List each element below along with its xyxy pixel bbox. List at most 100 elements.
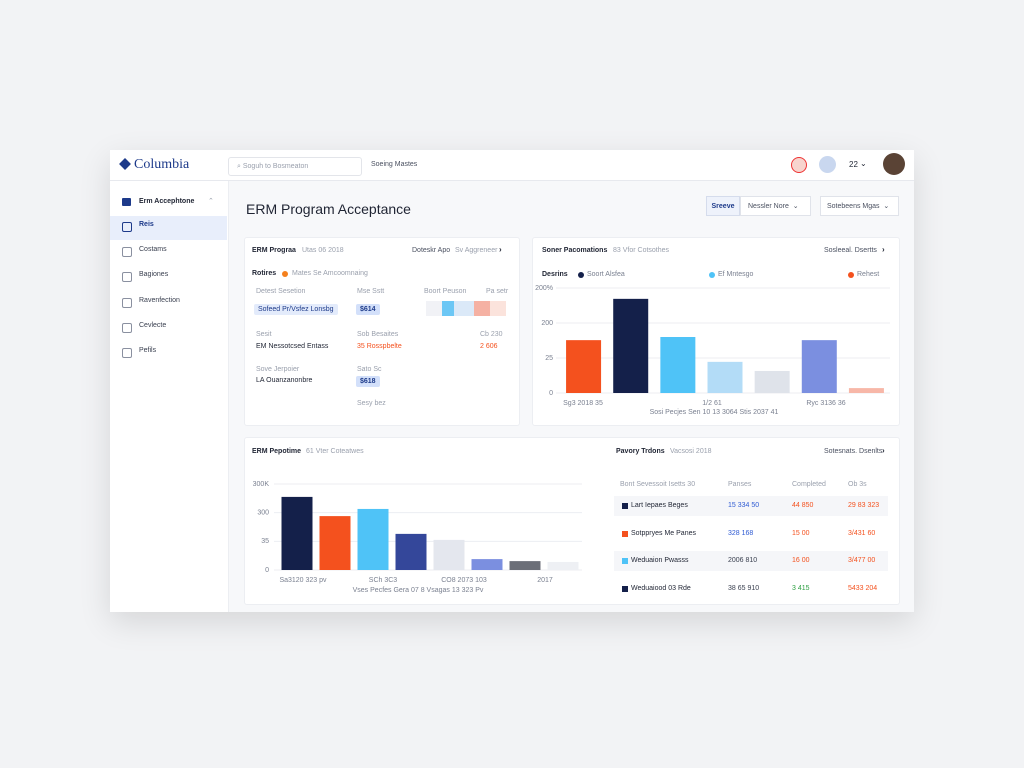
- bar: [433, 539, 465, 570]
- avatar[interactable]: [883, 153, 905, 175]
- cell: 2006 810: [728, 557, 758, 564]
- legend-title: Desrins: [542, 271, 568, 278]
- cell: 44 850: [792, 502, 814, 509]
- row-value: $618: [356, 376, 380, 387]
- nav-icon: [122, 222, 132, 232]
- legend-entry: Rehest: [857, 271, 880, 278]
- y-tick-label: 35: [261, 538, 269, 545]
- bar: [547, 561, 579, 570]
- cell: 3/431 60: [848, 529, 876, 537]
- card-link[interactable]: Sosleeal. Dsertts: [824, 247, 877, 254]
- alert-icon[interactable]: [791, 157, 807, 173]
- nav-item[interactable]: Bagiones: [139, 271, 169, 279]
- legend-dot: [709, 272, 715, 278]
- bar: [509, 561, 541, 570]
- column-header: Completed: [792, 481, 826, 488]
- card-link[interactable]: Sv Aggreneer: [455, 247, 498, 254]
- bar: [613, 298, 649, 393]
- row-caption: Sato Sc: [357, 366, 382, 373]
- sidebar-section[interactable]: Erm Accephtone: [139, 198, 195, 205]
- y-tick-label: 25: [545, 355, 553, 362]
- bar: [471, 559, 503, 570]
- nav-item[interactable]: Reis: [139, 221, 154, 228]
- column-header: Panses: [728, 481, 752, 488]
- select-text: Nessler Nore: [748, 203, 789, 210]
- row-swatch: [622, 530, 628, 537]
- page-title: ERM Program Acceptance: [246, 201, 411, 217]
- logo[interactable]: Columbia: [134, 157, 190, 172]
- search[interactable]: ⌕ Soguh to Bosmeaton: [228, 157, 362, 176]
- card: [244, 237, 520, 426]
- cell: 3 415: [792, 584, 810, 592]
- row-label[interactable]: LA Ouanzanonbre: [256, 377, 313, 384]
- bar: [281, 496, 313, 570]
- column-header: Mse Sstt: [357, 288, 385, 295]
- x-label: 2017: [537, 577, 553, 584]
- legend-text: Mates Se Amcoomnaing: [292, 270, 368, 277]
- bar: [395, 533, 427, 570]
- select[interactable]: Nessler Nore ⌄: [740, 196, 811, 216]
- card-title: Pavory Trdons: [616, 448, 665, 455]
- column-header: Boort Peuson: [424, 288, 467, 295]
- nav-item[interactable]: Ravenfection: [139, 296, 180, 304]
- row-value: 35 Rosspbelte: [357, 343, 402, 350]
- cell: Sotppryes Me Panes: [631, 529, 696, 537]
- nav-icon: [122, 348, 132, 358]
- row-caption: Sob Besaites: [357, 331, 399, 338]
- x-label: Sa3120 323 pv: [279, 577, 327, 584]
- card-subtitle: 83 Vfor Cotsothes: [613, 247, 670, 254]
- collapse-icon[interactable]: ⌃: [208, 198, 214, 205]
- row-label[interactable]: Sofeed Pr/Vsfez Lonsbg: [254, 304, 338, 315]
- card-subtitle: Vacsosi 2018: [670, 448, 712, 455]
- card-title: ERM Prograa: [252, 247, 296, 254]
- nav-item[interactable]: Cevlecte: [139, 321, 167, 329]
- chevron[interactable]: ›: [882, 245, 885, 254]
- bar: [357, 508, 389, 570]
- row-swatch: [622, 585, 628, 592]
- tab[interactable]: Sreeve: [706, 196, 740, 216]
- nav-item[interactable]: Costams: [139, 246, 167, 254]
- card-subtitle: 61 Vter Coteatwes: [306, 448, 364, 455]
- card-title: ERM Pepotime: [252, 448, 302, 455]
- nav-icon: [122, 272, 132, 283]
- cell: 15 334 50: [728, 502, 760, 509]
- cell: Weduaiood 03 Rde: [631, 584, 691, 592]
- column-header: Detest Sesetion: [256, 288, 306, 295]
- chevron[interactable]: ›: [499, 245, 502, 254]
- chevron[interactable]: ›: [882, 446, 885, 455]
- card-link[interactable]: Doteskr Apo: [412, 247, 451, 254]
- row-bg: [614, 496, 888, 516]
- bar: [566, 340, 602, 393]
- y-tick-label: 200%: [535, 285, 553, 292]
- x-label: Ryc 3136 36: [806, 400, 845, 407]
- sidebar: [110, 181, 229, 612]
- row-extra: 2 606: [480, 343, 498, 350]
- y-tick-label: 0: [265, 567, 269, 574]
- count[interactable]: 22: [849, 160, 858, 169]
- select-text: Sotebeens Mgas: [827, 203, 880, 210]
- bar: [707, 361, 743, 393]
- active-item: [110, 216, 227, 240]
- bar: [801, 340, 837, 393]
- y-tick-label: 300: [257, 510, 269, 517]
- bar: [319, 516, 351, 570]
- cell: 328 168: [728, 529, 754, 537]
- legend-entry: Ef Mntesgo: [718, 271, 754, 278]
- cell: 3/477 00: [848, 557, 876, 564]
- card-link[interactable]: Sotesnats. Dsenlts: [824, 448, 883, 455]
- column-header: Bont Sevessoit Isetts 30: [620, 481, 696, 488]
- x-label: Sg3 2018 35: [563, 400, 603, 407]
- card: [244, 437, 900, 605]
- row-swatch: [622, 503, 628, 509]
- card-subtitle: Utas 06 2018: [302, 247, 344, 254]
- row-label[interactable]: EM Nessotcsed Entass: [256, 343, 329, 350]
- user-icon[interactable]: [819, 156, 836, 173]
- cell: 29 83 323: [848, 502, 880, 509]
- x-label: CO8 2073 103: [441, 577, 487, 584]
- nav-item[interactable]: Pefils: [139, 347, 157, 354]
- cell: Lart Iepaes Beges: [631, 502, 688, 509]
- select[interactable]: Sotebeens Mgas ⌄: [820, 196, 899, 216]
- cell: Weduaion Pwasss: [631, 557, 689, 564]
- header-link[interactable]: Soeing Mastes: [371, 161, 418, 168]
